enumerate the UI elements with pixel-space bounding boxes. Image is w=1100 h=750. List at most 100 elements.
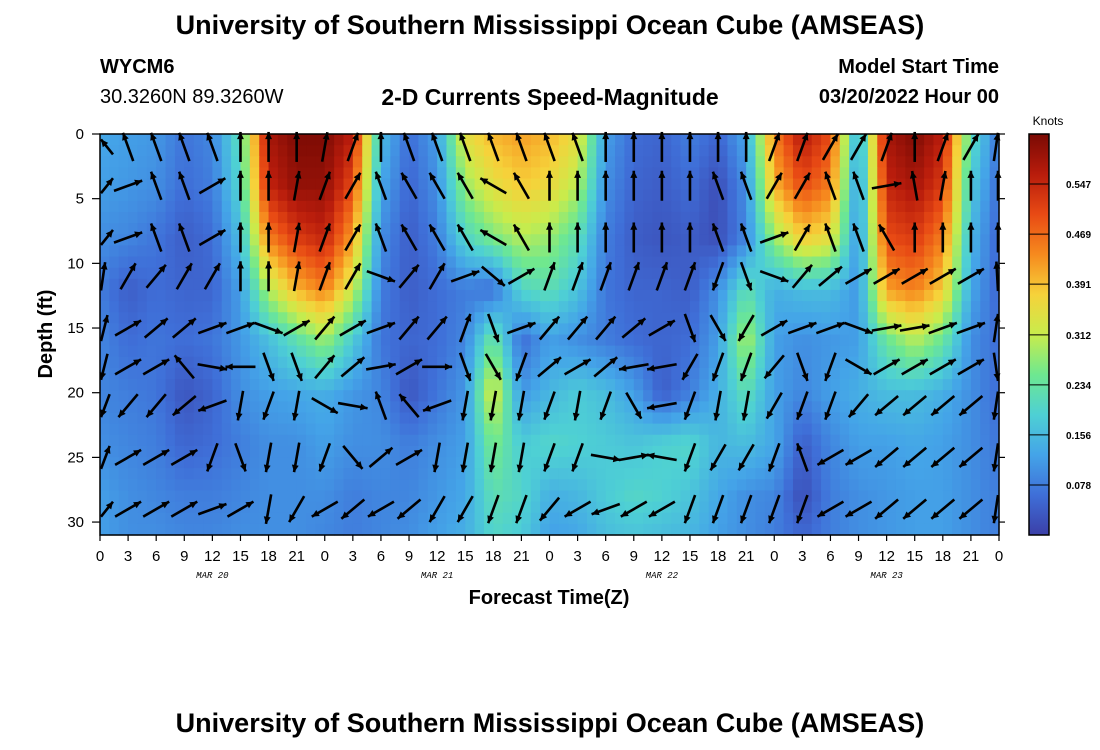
vector-head [647, 452, 655, 460]
heatmap-cell [128, 457, 139, 469]
heatmap-cell [380, 379, 391, 391]
heatmap-cell [277, 479, 288, 492]
current-vector [844, 448, 873, 467]
heatmap-cell [895, 167, 906, 180]
heatmap-cell [249, 200, 260, 213]
heatmap-cell [137, 345, 148, 358]
heatmap-cell [474, 457, 485, 469]
heatmap-cell [905, 434, 916, 447]
heatmap-cell [259, 211, 270, 224]
heatmap-cell [858, 200, 869, 213]
heatmap-cell [858, 401, 869, 414]
heatmap-cell [249, 267, 260, 280]
heatmap-cell [549, 234, 560, 246]
heatmap-cell [792, 401, 803, 414]
heatmap-cell [624, 434, 635, 447]
heatmap-cell [708, 390, 719, 402]
heatmap-cell [839, 367, 850, 380]
heatmap-cell [334, 145, 345, 157]
heatmap-cell [184, 512, 195, 525]
vector-head [387, 322, 395, 329]
heatmap-cell [399, 245, 410, 258]
heatmap-cell [961, 145, 972, 157]
heatmap-cell [858, 211, 869, 224]
heatmap-cell [502, 512, 513, 525]
heatmap-cell [371, 234, 382, 246]
heatmap-cell [259, 145, 270, 157]
heatmap-cell [193, 367, 204, 380]
heatmap-cell [118, 345, 129, 358]
heatmap-cell [156, 211, 167, 224]
heatmap-cell [390, 479, 401, 492]
heatmap-cell [746, 412, 757, 425]
heatmap-cell [886, 512, 897, 525]
heatmap-cell [362, 256, 373, 269]
heatmap-cell [268, 401, 279, 414]
heatmap-cell [792, 200, 803, 213]
heatmap-cell [699, 334, 710, 347]
heatmap-cell [212, 167, 223, 180]
heatmap-cell [343, 390, 354, 402]
heatmap-cell [100, 156, 110, 169]
heatmap-cell [259, 490, 270, 503]
heatmap-cell [792, 289, 803, 302]
current-vector [265, 170, 272, 201]
heatmap-cell [287, 390, 298, 402]
heatmap-cell [334, 156, 345, 169]
heatmap-cell [718, 412, 729, 425]
heatmap-cell [605, 457, 616, 469]
heatmap-cell [455, 156, 466, 169]
heatmap-cell [811, 267, 822, 280]
heatmap-cell [371, 434, 382, 447]
heatmap-cell [924, 490, 935, 503]
current-vector [824, 391, 837, 421]
heatmap-cell [362, 312, 373, 324]
heatmap-cell [970, 301, 981, 313]
heatmap-cell [390, 178, 401, 191]
heatmap-cell [858, 479, 869, 492]
heatmap-cell [156, 145, 167, 157]
heatmap-cell [661, 457, 672, 469]
vector-head [439, 316, 447, 325]
heatmap-cell [942, 401, 953, 414]
heatmap-cell [680, 267, 691, 280]
heatmap-cell [718, 278, 729, 291]
heatmap-cell [933, 490, 944, 503]
heatmap-cell [174, 334, 185, 347]
current-vector [543, 261, 556, 291]
heatmap-cell [643, 178, 654, 191]
heatmap-cell [493, 301, 504, 313]
heatmap-cell [895, 479, 906, 492]
heatmap-cell [586, 312, 597, 324]
current-vector [344, 223, 362, 252]
heatmap-cell [409, 479, 419, 492]
heatmap-cell [100, 189, 110, 202]
heatmap-cell [287, 134, 298, 146]
heatmap-cell [895, 390, 906, 402]
heatmap-cell [727, 134, 738, 146]
current-vector [795, 442, 809, 472]
heatmap-cell [615, 312, 626, 324]
vector-head [740, 171, 747, 180]
heatmap-cell [455, 479, 466, 492]
heatmap-cell [221, 345, 232, 358]
heatmap-cell [483, 234, 494, 246]
heatmap-cell [718, 390, 729, 402]
current-vector [630, 170, 638, 201]
heatmap-cell [661, 211, 672, 224]
heatmap-cell [811, 457, 822, 469]
heatmap-cell [512, 356, 523, 369]
heatmap-cell [643, 323, 654, 336]
heatmap-cell [886, 479, 897, 492]
heatmap-cell [418, 445, 429, 458]
heatmap-cell [821, 178, 832, 191]
heatmap-cell [399, 479, 410, 492]
current-vector [377, 131, 385, 162]
heatmap-cell [193, 256, 204, 269]
heatmap-cell [371, 412, 382, 425]
heatmap-cell [512, 267, 523, 280]
heatmap-cell [689, 178, 700, 191]
heatmap-cell [446, 512, 457, 525]
heatmap-cell [446, 457, 457, 469]
current-vector [958, 395, 984, 417]
